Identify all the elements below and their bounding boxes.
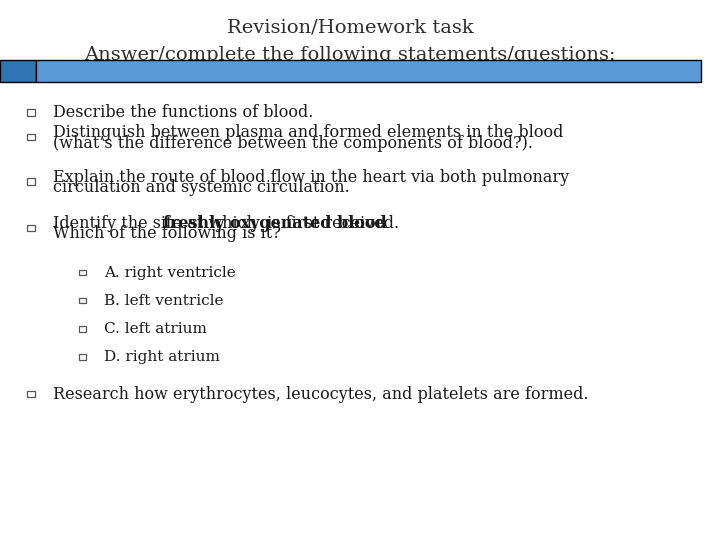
Text: circulation and systemic circulation.: circulation and systemic circulation.	[53, 179, 349, 196]
Text: Revision/Homework task: Revision/Homework task	[227, 19, 474, 37]
Text: A. right ventricle: A. right ventricle	[104, 266, 235, 280]
Text: Distinguish between plasma and formed elements in the blood: Distinguish between plasma and formed el…	[53, 124, 563, 141]
Text: Research how erythrocytes, leucocytes, and platelets are formed.: Research how erythrocytes, leucocytes, a…	[53, 386, 588, 403]
Text: is first received.: is first received.	[261, 215, 399, 232]
Text: Explain the route of blood flow in the heart via both pulmonary: Explain the route of blood flow in the h…	[53, 168, 569, 186]
FancyBboxPatch shape	[37, 60, 701, 82]
Text: Identify the site at which: Identify the site at which	[53, 215, 261, 232]
Text: Which of the following is it?: Which of the following is it?	[53, 225, 280, 242]
Text: (what’s the difference between the components of blood?).: (what’s the difference between the compo…	[53, 134, 533, 152]
Text: C. left atrium: C. left atrium	[104, 322, 207, 336]
Text: D. right atrium: D. right atrium	[104, 350, 220, 364]
Text: Answer/complete the following statements/questions:: Answer/complete the following statements…	[84, 46, 616, 64]
Text: freshly oxygenated blood: freshly oxygenated blood	[163, 215, 387, 232]
Text: B. left ventricle: B. left ventricle	[104, 294, 223, 308]
Text: Describe the functions of blood.: Describe the functions of blood.	[53, 104, 313, 121]
FancyBboxPatch shape	[0, 60, 37, 82]
